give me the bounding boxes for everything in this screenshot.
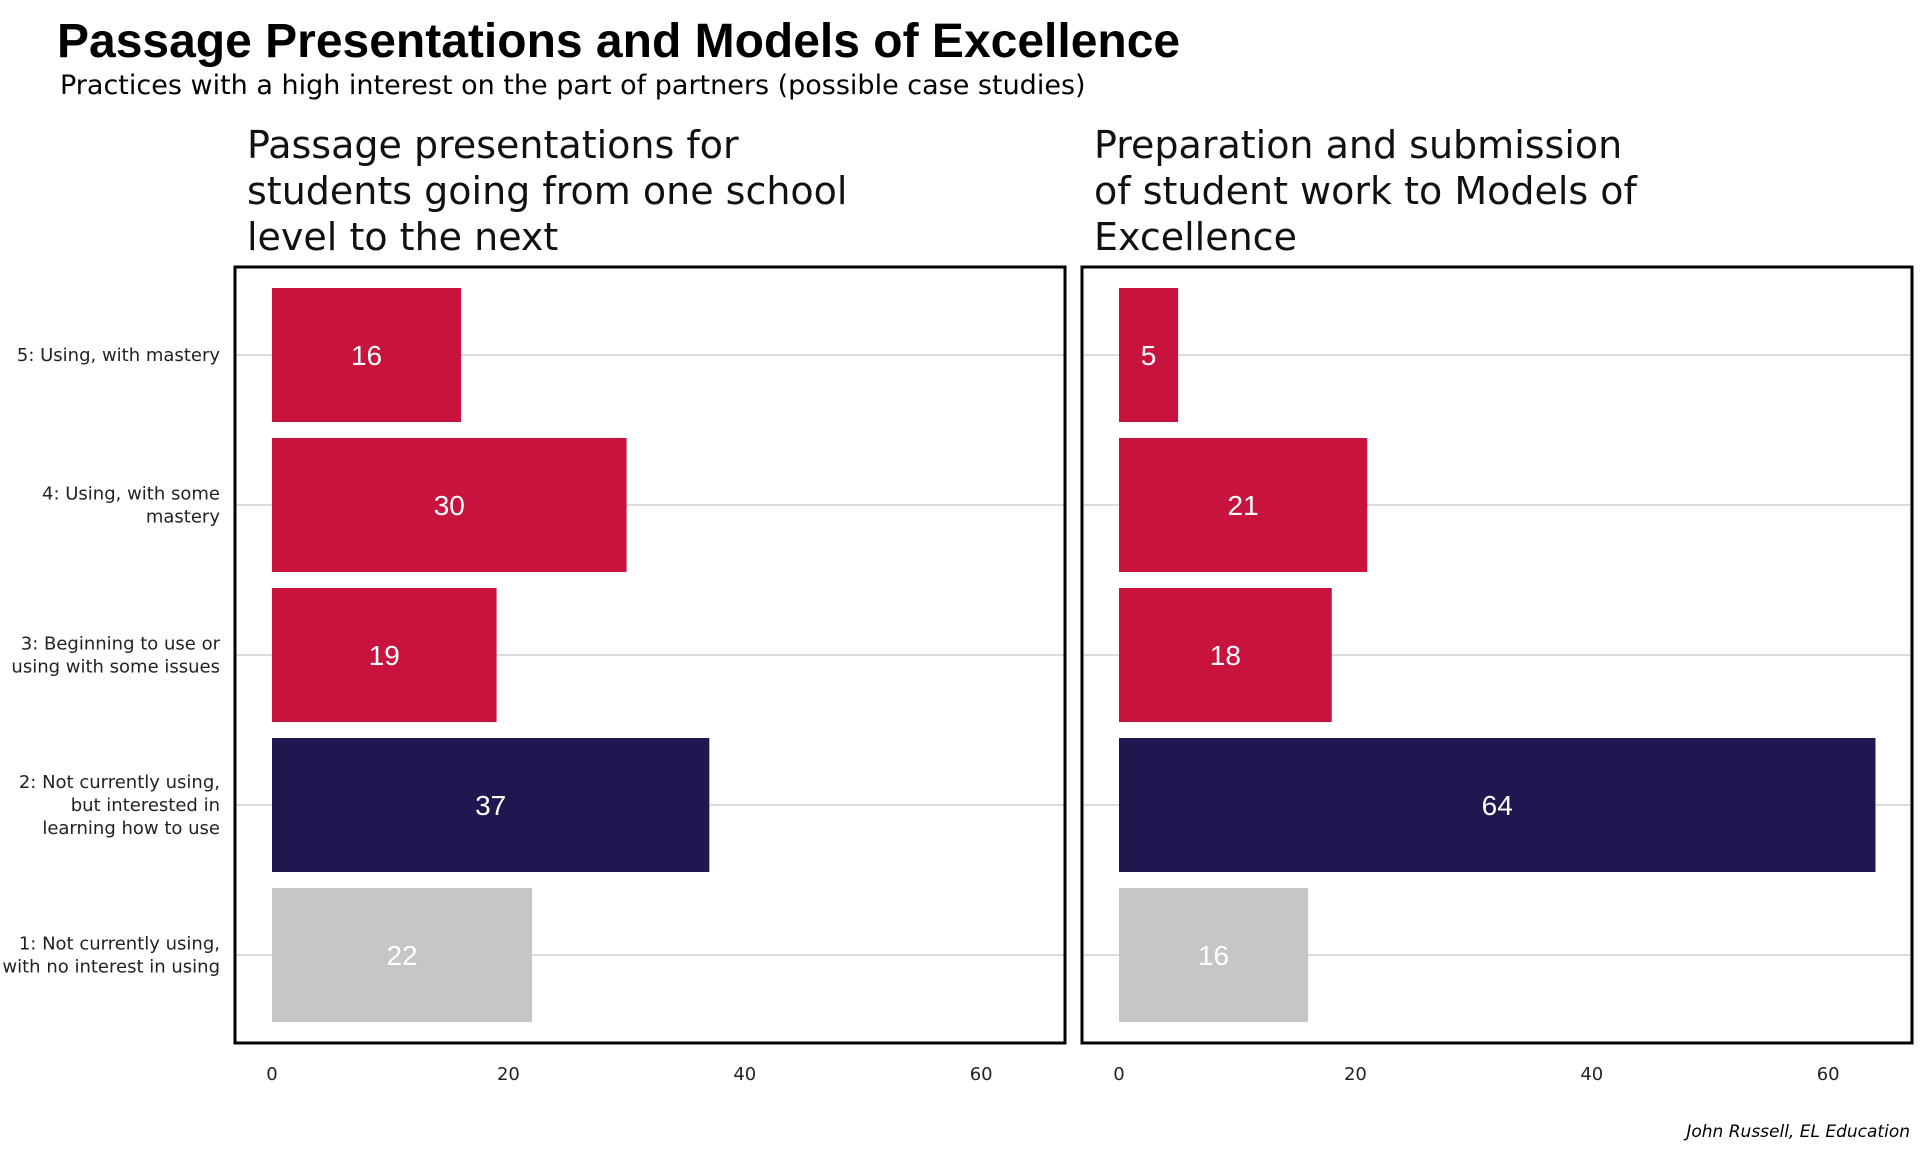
chart-panels: Passage presentations for students going … <box>233 123 1914 1085</box>
x-tick-label: 0 <box>1113 1064 1124 1085</box>
category-label-line: learning how to use <box>42 818 220 839</box>
chart-panel: Preparation and submission of student wor… <box>1080 123 1914 1085</box>
bar <box>1119 738 1876 872</box>
category-label-line: mastery <box>146 507 220 528</box>
data-label: 37 <box>475 790 506 821</box>
chart-subtitle: Practices with a high interest on the pa… <box>60 70 1086 101</box>
bar <box>272 438 627 572</box>
panel-title-line: Preparation and submission <box>1094 123 1622 167</box>
data-label: 64 <box>1482 790 1513 821</box>
bar <box>1119 888 1309 1022</box>
bar <box>272 888 533 1022</box>
category-labels: 5: Using, with mastery 4: Using, with som… <box>2 345 220 978</box>
panel-frame <box>1080 265 1914 1045</box>
category-label: 4: Using, with some mastery <box>42 484 220 528</box>
data-label: 5 <box>1141 340 1157 371</box>
x-tick-label: 20 <box>1344 1064 1367 1085</box>
category-label: 2: Not currently using, but interested in… <box>19 772 220 839</box>
data-label: 22 <box>386 940 417 971</box>
panel-title-line: students going from one school <box>247 169 848 213</box>
category-label: 3: Beginning to use or using with some is… <box>11 634 220 678</box>
category-label: 5: Using, with mastery <box>17 345 220 366</box>
x-tick-label: 40 <box>1580 1064 1603 1085</box>
panel-title-line: of student work to Models of <box>1094 169 1639 213</box>
panel-title-line: level to the next <box>247 215 558 259</box>
category-label-line: 5: Using, with mastery <box>17 345 220 366</box>
category-label-line: but interested in <box>71 795 220 816</box>
data-label: 30 <box>434 490 465 521</box>
panel-title-line: Excellence <box>1094 215 1297 259</box>
category-label: 1: Not currently using, with no interest … <box>2 934 220 978</box>
chart-title: Passage Presentations and Models of Exce… <box>57 15 1180 68</box>
category-label-line: 2: Not currently using, <box>19 772 220 793</box>
category-label-line: with no interest in using <box>2 957 220 978</box>
data-label: 21 <box>1228 490 1259 521</box>
x-tick-label: 0 <box>266 1064 277 1085</box>
x-tick-label: 60 <box>1817 1064 1840 1085</box>
panel-title: Passage presentations for students going … <box>247 123 848 259</box>
bar <box>272 288 462 422</box>
panel-frame <box>233 265 1067 1045</box>
data-label: 16 <box>351 340 382 371</box>
category-label-line: using with some issues <box>11 657 220 678</box>
panel-title-line: Passage presentations for <box>247 123 739 167</box>
data-label: 16 <box>1198 940 1229 971</box>
bar <box>1119 438 1368 572</box>
category-label-line: 1: Not currently using, <box>19 934 220 955</box>
bar <box>272 588 497 722</box>
chart-caption: John Russell, EL Education <box>1683 1122 1910 1142</box>
chart-panel: Passage presentations for students going … <box>233 123 1067 1085</box>
panel-title: Preparation and submission of student wor… <box>1094 123 1639 259</box>
bar <box>1119 588 1332 722</box>
data-label: 18 <box>1210 640 1241 671</box>
bar <box>272 738 710 872</box>
data-label: 19 <box>369 640 400 671</box>
category-label-line: 4: Using, with some <box>42 484 220 505</box>
x-tick-label: 40 <box>733 1064 756 1085</box>
category-label-line: 3: Beginning to use or <box>21 634 221 655</box>
x-tick-label: 60 <box>970 1064 993 1085</box>
x-tick-label: 20 <box>497 1064 520 1085</box>
bar <box>1119 288 1179 422</box>
